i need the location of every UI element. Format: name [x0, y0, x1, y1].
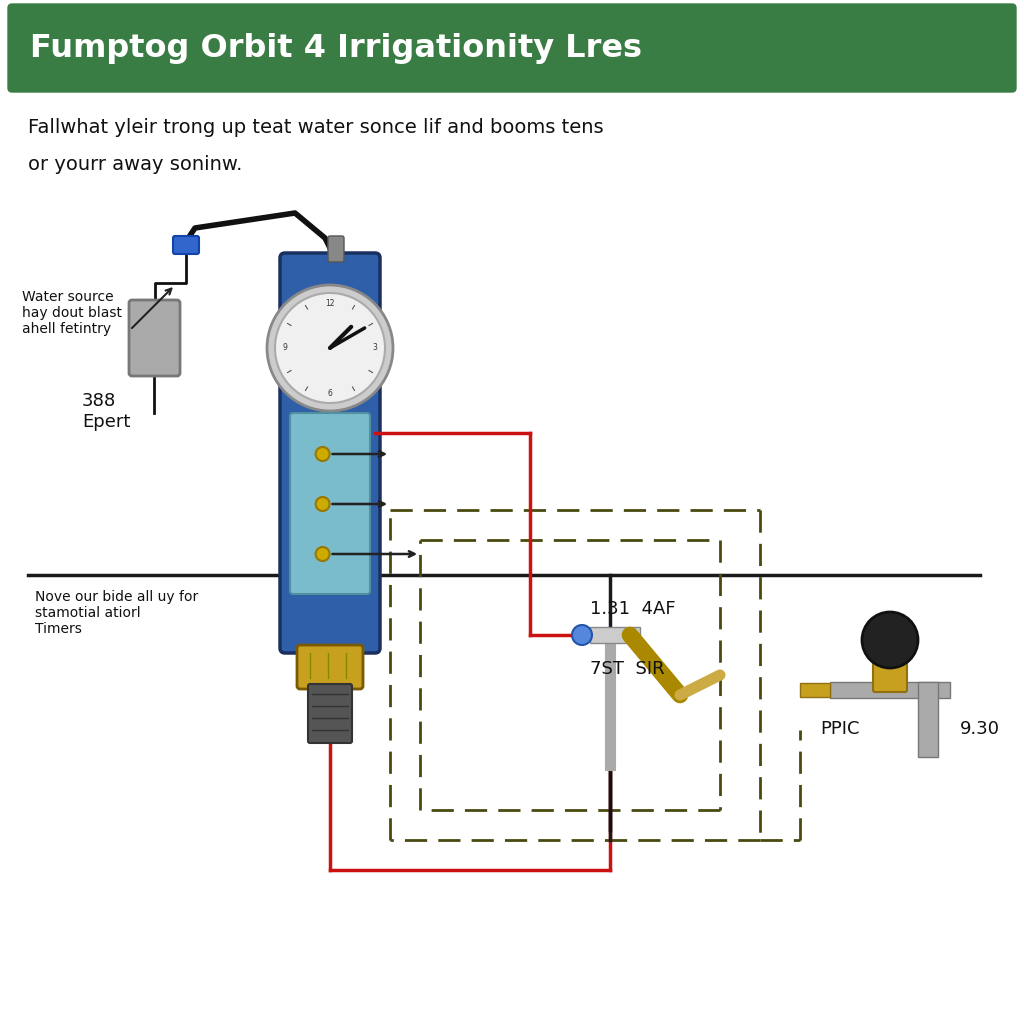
Circle shape [275, 293, 385, 403]
FancyBboxPatch shape [308, 684, 352, 743]
FancyBboxPatch shape [918, 682, 938, 757]
Circle shape [572, 625, 592, 645]
Circle shape [315, 497, 330, 511]
FancyBboxPatch shape [173, 236, 199, 254]
Text: 7ST  SIR: 7ST SIR [590, 660, 665, 678]
Text: or yourr away soninw.: or yourr away soninw. [28, 155, 243, 174]
FancyBboxPatch shape [590, 627, 640, 643]
Text: Fumptog Orbit 4 Irrigationity Lres: Fumptog Orbit 4 Irrigationity Lres [30, 33, 642, 63]
Text: Fallwhat yleir trong up teat water sonce lif and booms tens: Fallwhat yleir trong up teat water sonce… [28, 118, 603, 137]
Text: PPIC: PPIC [820, 720, 859, 738]
Text: Nove our bide all uy for
stamotial atiorl
Timers: Nove our bide all uy for stamotial atior… [35, 590, 199, 636]
Circle shape [315, 547, 330, 561]
FancyBboxPatch shape [800, 683, 830, 697]
FancyBboxPatch shape [297, 645, 362, 689]
FancyBboxPatch shape [873, 643, 907, 692]
Circle shape [862, 612, 918, 668]
Text: Water source
hay dout blast
ahell fetintry: Water source hay dout blast ahell fetint… [22, 290, 122, 337]
FancyBboxPatch shape [830, 682, 950, 698]
Text: 9.30: 9.30 [961, 720, 1000, 738]
Text: 9: 9 [283, 343, 288, 352]
Text: 12: 12 [326, 299, 335, 307]
FancyBboxPatch shape [8, 4, 1016, 92]
Text: 388
Epert: 388 Epert [82, 392, 130, 431]
Text: 3: 3 [373, 343, 378, 352]
Text: 6: 6 [328, 388, 333, 397]
FancyBboxPatch shape [290, 413, 370, 594]
Circle shape [315, 447, 330, 461]
FancyBboxPatch shape [129, 300, 180, 376]
FancyBboxPatch shape [328, 236, 344, 262]
FancyBboxPatch shape [280, 253, 380, 653]
Circle shape [267, 285, 393, 411]
Text: 1.31  4AF: 1.31 4AF [590, 600, 676, 618]
